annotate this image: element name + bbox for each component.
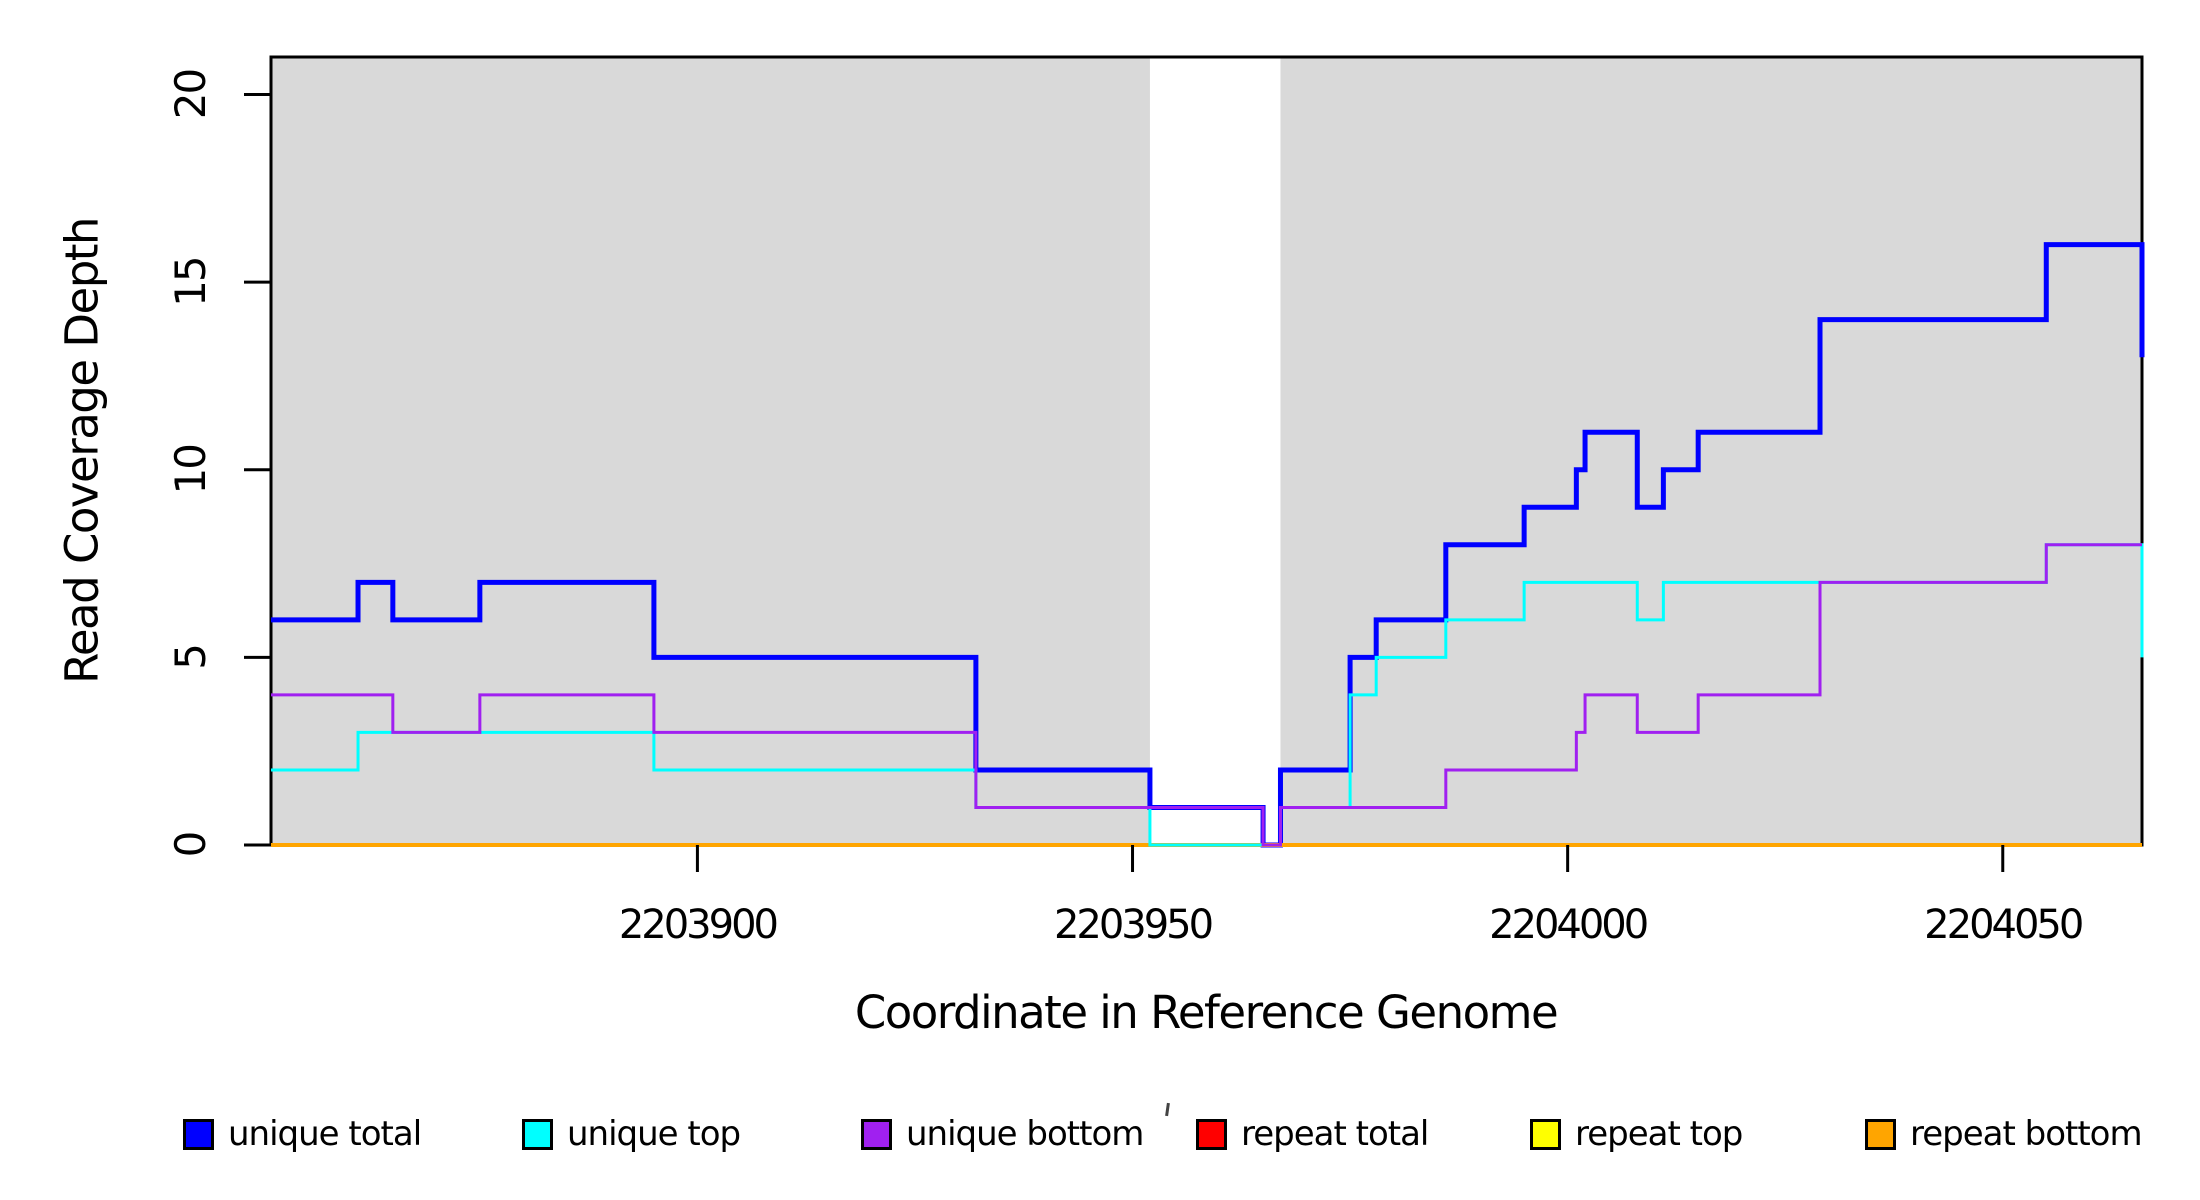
legend-label: unique bottom <box>906 1114 1144 1154</box>
x-tick-label: 2203950 <box>1054 902 1212 948</box>
legend-label: unique total <box>228 1114 422 1154</box>
y-tick-label: 5 <box>166 645 215 670</box>
series-unique-bottom <box>271 543 2142 847</box>
legend-label: repeat total <box>1241 1114 1429 1154</box>
x-tick-label: 2204000 <box>1489 902 1647 948</box>
legend-label: repeat bottom <box>1910 1114 2143 1154</box>
shaded-region <box>1280 57 2142 845</box>
legend-swatch-repeat-top <box>1530 1119 1561 1150</box>
legend-swatch-unique-bottom <box>861 1119 892 1150</box>
legend-swatch-unique-top <box>522 1119 553 1150</box>
y-tick-label: 15 <box>166 257 215 306</box>
x-axis-title: Coordinate in Reference Genome <box>854 986 1559 1039</box>
legend-swatch-repeat-total <box>1196 1119 1227 1150</box>
x-tick-label: 2204050 <box>1924 902 2082 948</box>
legend-label: repeat top <box>1575 1114 1743 1154</box>
y-axis-title: Read Coverage Depth <box>55 218 109 684</box>
legend-swatch-repeat-bottom <box>1865 1119 1896 1150</box>
x-tick-label: 2203900 <box>619 902 777 948</box>
legend-swatch-unique-total <box>183 1119 214 1150</box>
y-tick-label: 20 <box>166 70 215 119</box>
series-unique-top <box>271 543 2144 847</box>
legend-label: unique top <box>567 1114 741 1154</box>
legend: unique total unique top unique bottom repea… <box>0 0 2200 1154</box>
series-unique-total <box>271 242 2145 848</box>
shaded-region <box>271 57 1150 845</box>
y-tick-label: 0 <box>166 833 215 858</box>
y-tick-label: 10 <box>166 445 215 494</box>
